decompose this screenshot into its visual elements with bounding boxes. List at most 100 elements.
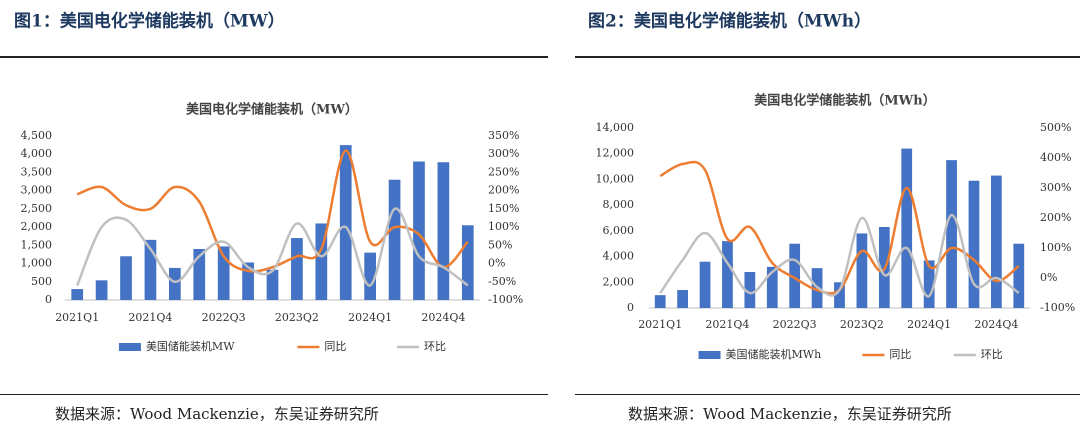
x-tick-label: 2021Q4 [705,318,749,331]
y2-tick-label: 100% [1040,241,1071,254]
bar [968,180,980,308]
y2-tick-label: 200% [1040,211,1071,224]
y2-tick-label: -100% [488,293,523,306]
y2-tick-label: 200% [488,184,519,197]
y-tick-label: 0 [45,293,52,306]
bar [242,262,254,300]
y-tick-label: 0 [627,301,634,314]
legend-label: 同比 [889,348,911,361]
x-tick-label: 2023Q2 [275,311,319,324]
bar [339,145,352,300]
x-tick-label: 2024Q1 [907,318,951,331]
bar [266,269,279,300]
bar [923,260,935,308]
legend-label: 环比 [424,340,446,353]
bar [677,290,688,308]
bar [461,225,474,300]
bar [654,295,666,308]
rule [575,394,1080,395]
y-tick-label: 8,000 [603,198,635,211]
y2-tick-label: -100% [1040,301,1075,314]
x-tick-label: 2021Q1 [638,318,682,331]
bar [856,233,868,308]
y-tick-label: 3,000 [21,184,53,197]
y2-tick-label: 100% [488,220,519,233]
y2-tick-label: -50% [488,275,516,288]
x-tick-label: 2022Q3 [773,318,817,331]
bar [217,246,230,300]
bar [120,256,132,300]
rule [575,56,1080,58]
legend-swatch [118,343,141,351]
bar [413,161,425,300]
y-tick-label: 2,500 [21,202,53,215]
y-tick-label: 10,000 [596,172,635,185]
bar [71,289,84,300]
y-tick-label: 1,500 [21,238,53,251]
bar [744,272,756,308]
source-note: 数据来源：Wood Mackenzie，东吴证券研究所 [55,405,379,423]
bar [168,267,181,300]
x-tick-label: 2022Q3 [202,311,246,324]
y-tick-label: 3,500 [21,165,53,178]
bar [144,239,157,300]
y2-tick-label: 0% [488,257,505,270]
y2-tick-label: 0% [1040,271,1057,284]
chart-title: 美国电化学储能装机（MWh） [754,93,935,109]
y-tick-label: 4,000 [603,250,635,263]
legend-label: 环比 [981,348,1003,361]
bar [699,261,711,308]
bar [364,252,377,300]
y-tick-label: 2,000 [603,275,635,288]
y2-tick-label: 50% [488,238,512,251]
bar [991,175,1002,308]
line-series [76,207,469,287]
bar [901,148,913,308]
y-tick-label: 6,000 [603,224,635,237]
bar [946,160,957,308]
y2-tick-label: 500% [1040,121,1071,134]
bar [789,243,801,308]
figure-heading: 图2：美国电化学储能装机（MWh） [588,11,871,32]
bar [1013,243,1025,308]
bar [388,179,401,300]
x-tick-label: 2024Q4 [974,318,1018,331]
x-tick-label: 2021Q4 [128,311,172,324]
legend-label: 美国储能装机MWh [726,347,822,361]
x-tick-label: 2023Q2 [840,318,884,331]
y-tick-label: 500 [31,275,52,288]
y-tick-label: 1,000 [21,257,53,270]
bar [291,238,303,300]
y-tick-label: 14,000 [596,121,635,134]
y2-tick-label: 250% [488,165,519,178]
y-tick-label: 12,000 [596,147,635,160]
bar [834,282,845,308]
bar [193,248,206,300]
source-note: 数据来源：Wood Mackenzie，东吴证券研究所 [628,405,952,423]
rule [0,394,548,395]
legend-label: 同比 [324,340,346,353]
x-tick-label: 2021Q1 [55,311,99,324]
bar [437,162,450,300]
y2-tick-label: 300% [1040,181,1071,194]
bar [95,280,108,300]
line-series [659,160,1020,295]
rule [0,56,548,58]
chart-title: 美国电化学储能装机（MW） [186,102,358,118]
y2-tick-label: 400% [1040,151,1071,164]
y-tick-label: 4,500 [21,129,53,142]
y2-tick-label: 150% [488,202,519,215]
line-series [659,213,1020,298]
line-series [76,149,469,273]
legend-swatch [698,351,721,359]
x-tick-label: 2024Q1 [348,311,392,324]
bar [766,266,778,308]
y-tick-label: 2,000 [21,220,53,233]
y-tick-label: 4,000 [21,147,53,160]
x-tick-label: 2024Q4 [421,311,465,324]
bar [315,223,328,300]
bar [722,241,733,308]
figure-heading: 图1：美国电化学储能装机（MW） [14,11,285,32]
